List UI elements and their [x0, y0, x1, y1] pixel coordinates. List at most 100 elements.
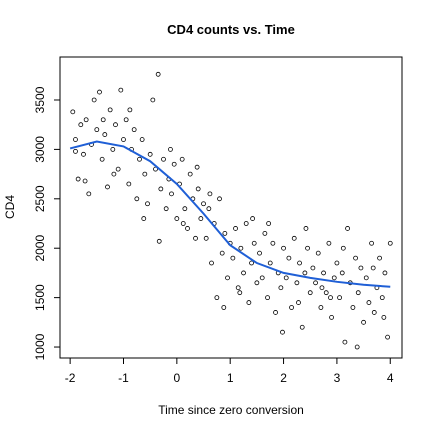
point	[169, 191, 174, 197]
point	[250, 216, 256, 221]
point	[280, 329, 285, 335]
point	[73, 148, 78, 154]
point	[194, 164, 200, 170]
point	[86, 191, 92, 197]
point	[78, 122, 84, 128]
point	[237, 290, 243, 296]
point	[121, 137, 126, 142]
point	[270, 240, 276, 246]
point	[328, 295, 333, 301]
point	[156, 238, 162, 244]
point	[345, 226, 350, 231]
point	[174, 216, 180, 221]
point	[201, 201, 206, 207]
x-tick-label: 3	[334, 371, 341, 385]
point	[319, 285, 325, 291]
point	[350, 305, 356, 310]
point	[195, 186, 201, 192]
point	[206, 206, 212, 212]
point	[371, 310, 377, 315]
point	[283, 275, 289, 281]
point	[222, 230, 228, 236]
point	[369, 240, 374, 246]
point	[123, 117, 129, 123]
point	[257, 250, 262, 256]
point	[111, 171, 117, 177]
point	[387, 240, 393, 246]
point	[139, 137, 145, 142]
point	[318, 305, 324, 310]
point	[331, 275, 337, 281]
point	[299, 324, 305, 330]
point	[337, 295, 342, 301]
point	[219, 250, 225, 256]
point	[243, 221, 249, 226]
y-axis-label: CD4	[3, 195, 17, 219]
point	[137, 156, 142, 162]
point	[296, 300, 301, 305]
point	[182, 206, 188, 212]
point	[233, 226, 238, 231]
y-tick-label: 3000	[33, 136, 47, 163]
point	[254, 280, 260, 286]
point	[291, 235, 297, 241]
point	[251, 240, 257, 246]
chart-title: CD4 counts vs. Time	[167, 22, 295, 37]
point	[259, 275, 265, 281]
point	[265, 295, 270, 301]
point	[342, 339, 348, 345]
point	[91, 97, 97, 103]
point	[281, 245, 286, 251]
point	[158, 186, 164, 192]
x-tick-label: -1	[118, 371, 129, 385]
point	[310, 265, 316, 271]
point	[150, 97, 156, 103]
point	[161, 156, 166, 162]
point	[266, 221, 272, 226]
point	[230, 255, 236, 261]
point	[180, 221, 186, 226]
point	[355, 290, 361, 296]
point	[107, 107, 113, 113]
point	[238, 245, 244, 251]
point	[203, 235, 209, 241]
point	[334, 260, 340, 266]
x-tick-label: 4	[387, 371, 394, 385]
y-tick-label: 2000	[33, 235, 47, 262]
point	[307, 290, 313, 296]
point	[217, 196, 222, 202]
point	[127, 107, 133, 113]
point	[185, 226, 190, 231]
point	[363, 275, 369, 281]
point	[82, 178, 88, 184]
point	[294, 280, 300, 286]
point	[377, 255, 382, 261]
point	[147, 151, 153, 157]
point	[155, 71, 161, 77]
point	[110, 146, 116, 152]
point	[94, 127, 100, 133]
point	[273, 310, 278, 315]
point	[126, 181, 132, 187]
point	[73, 137, 78, 142]
point	[286, 255, 292, 261]
point	[171, 161, 177, 167]
point	[297, 260, 302, 266]
x-tick-label: 1	[227, 371, 234, 385]
point	[321, 270, 326, 276]
point	[142, 171, 148, 177]
point	[99, 156, 105, 162]
point	[168, 146, 173, 152]
point	[221, 305, 227, 310]
point	[340, 245, 346, 251]
point	[323, 290, 329, 296]
point	[102, 132, 108, 137]
y-tick-label: 3500	[33, 86, 47, 113]
point	[153, 166, 158, 172]
point	[249, 260, 254, 266]
point	[385, 334, 390, 340]
x-tick-label: 0	[174, 371, 181, 385]
point	[381, 314, 387, 320]
point	[131, 127, 137, 133]
